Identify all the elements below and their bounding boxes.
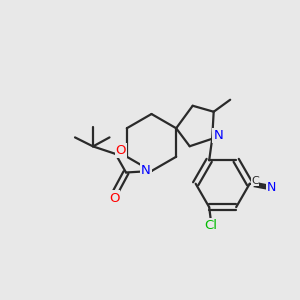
Text: N: N <box>267 181 276 194</box>
Text: N: N <box>141 164 151 178</box>
Text: C: C <box>251 176 259 186</box>
Text: N: N <box>213 129 223 142</box>
Text: O: O <box>116 144 126 158</box>
Text: Cl: Cl <box>204 219 217 232</box>
Text: O: O <box>109 191 119 205</box>
